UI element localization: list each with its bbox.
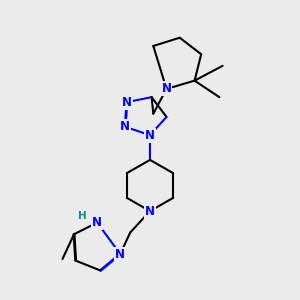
Text: N: N: [145, 129, 155, 142]
Text: N: N: [161, 82, 172, 95]
Text: N: N: [122, 96, 132, 109]
Text: N: N: [120, 120, 130, 134]
Text: H: H: [78, 211, 87, 221]
Text: N: N: [92, 216, 102, 229]
Text: N: N: [115, 248, 125, 260]
Text: N: N: [145, 205, 155, 218]
